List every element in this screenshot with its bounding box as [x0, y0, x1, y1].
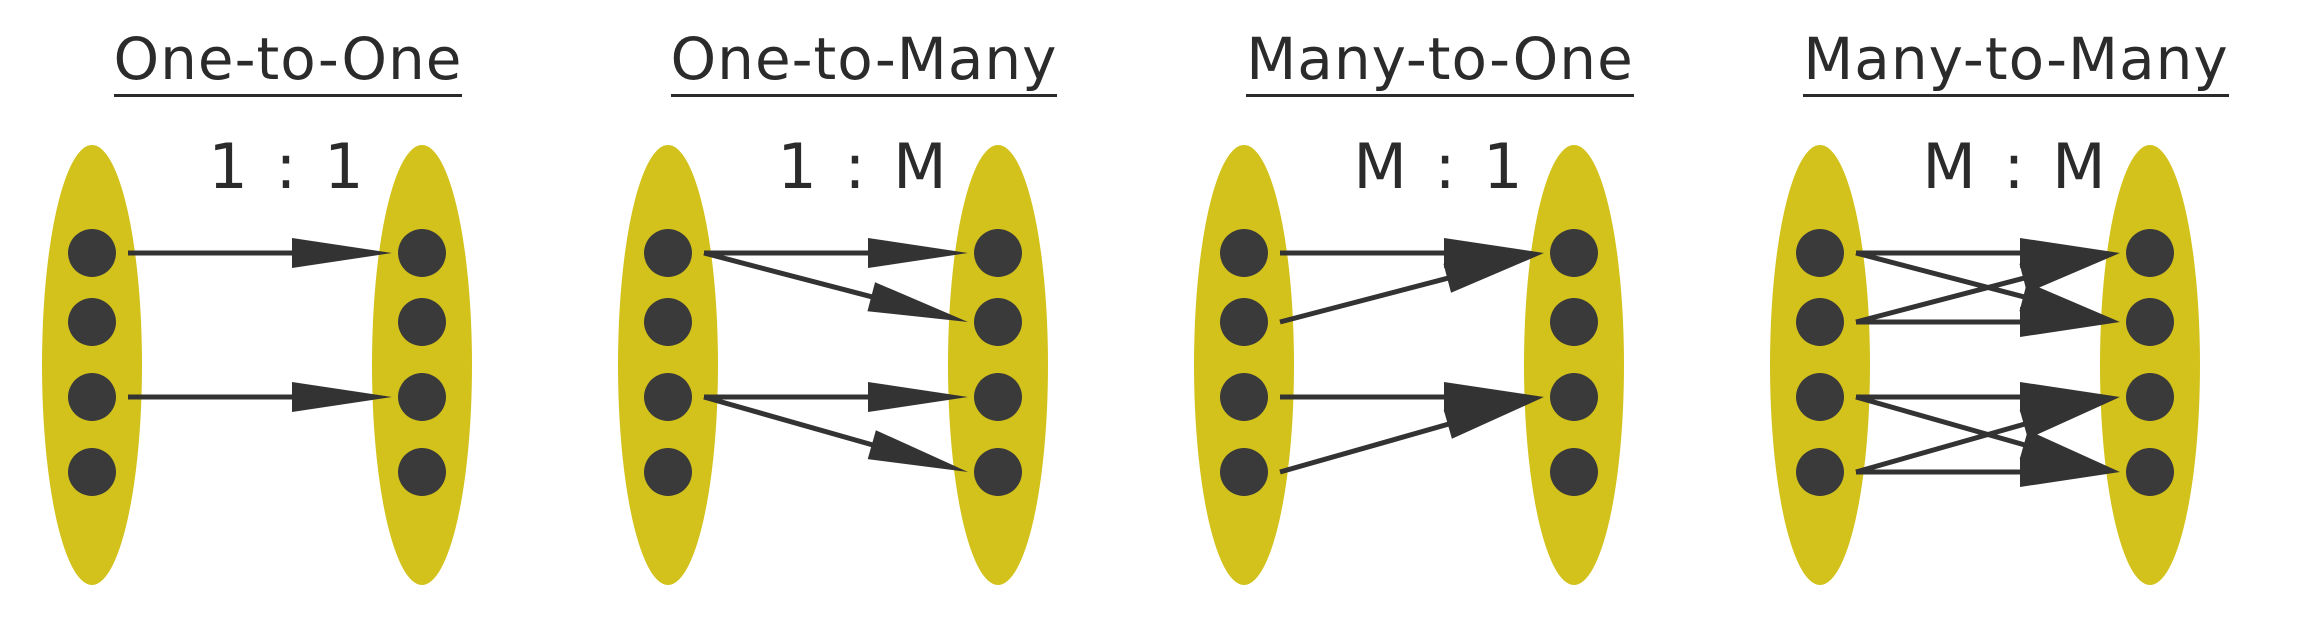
panel-one-to-one: One-to-One 1 : 1: [0, 0, 576, 625]
right-element-dot: [398, 229, 446, 277]
left-element-dot: [644, 298, 692, 346]
right-element-dot: [2126, 448, 2174, 496]
right-element-dot: [1550, 229, 1598, 277]
right-set-ellipse: [1524, 145, 1624, 585]
cardinality-label: 1 : M: [777, 130, 951, 203]
cardinality-label: M : M: [1922, 130, 2110, 203]
left-element-dot: [644, 229, 692, 277]
right-element-dot: [1550, 373, 1598, 421]
left-element-dot: [1220, 373, 1268, 421]
left-element-dot: [644, 373, 692, 421]
right-element-dot: [398, 448, 446, 496]
panel-many-to-one: Many-to-One M : 1: [1152, 0, 1728, 625]
mapping-arrow: [1856, 382, 2120, 412]
left-element-dot: [1796, 373, 1844, 421]
right-element-dot: [974, 448, 1022, 496]
mapping-arrow: [1855, 397, 2120, 475]
left-element-dot: [1796, 448, 1844, 496]
mapping-arrow: [703, 250, 968, 322]
panel-title: Many-to-One: [1152, 26, 1728, 97]
left-element-dot: [68, 229, 116, 277]
right-element-dot: [2126, 298, 2174, 346]
left-set-ellipse: [1194, 145, 1294, 585]
panel-one-to-many: One-to-Many 1 : M: [576, 0, 1152, 625]
cardinality-label: 1 : 1: [208, 130, 368, 203]
left-element-dot: [1220, 229, 1268, 277]
left-element-dot: [1220, 298, 1268, 346]
right-element-dot: [974, 229, 1022, 277]
right-set-ellipse: [2100, 145, 2200, 585]
mapping-arrow: [1279, 253, 1544, 325]
mapping-arrow: [703, 394, 968, 472]
mapping-arrow: [1856, 307, 2120, 337]
left-element-dot: [68, 448, 116, 496]
left-element-dot: [68, 298, 116, 346]
mapping-arrow: [128, 382, 392, 412]
left-set-ellipse: [618, 145, 718, 585]
mapping-diagram: [618, 145, 1048, 585]
left-element-dot: [1796, 229, 1844, 277]
right-element-dot: [974, 373, 1022, 421]
panel-many-to-many: Many-to-Many M : M: [1728, 0, 2304, 625]
right-element-dot: [1550, 298, 1598, 346]
mapping-arrow: [1280, 382, 1544, 412]
left-set-ellipse: [42, 145, 142, 585]
mapping-arrow: [1856, 457, 2120, 487]
mapping-arrow: [1279, 397, 1544, 475]
right-set-ellipse: [948, 145, 1048, 585]
panel-title: One-to-One: [0, 26, 576, 97]
mapping-diagram: [1194, 145, 1624, 585]
right-element-dot: [398, 298, 446, 346]
mapping-arrow: [128, 238, 392, 268]
right-element-dot: [2126, 229, 2174, 277]
mapping-arrow: [704, 238, 968, 268]
right-element-dot: [974, 298, 1022, 346]
right-set-ellipse: [372, 145, 472, 585]
right-element-dot: [1550, 448, 1598, 496]
left-element-dot: [1796, 298, 1844, 346]
mapping-arrow: [1280, 238, 1544, 268]
cardinality-label: M : 1: [1353, 130, 1527, 203]
left-set-ellipse: [1770, 145, 1870, 585]
right-element-dot: [2126, 373, 2174, 421]
panel-title: One-to-Many: [576, 26, 1152, 97]
left-element-dot: [68, 373, 116, 421]
left-element-dot: [1220, 448, 1268, 496]
mapping-diagram: [42, 145, 472, 585]
right-element-dot: [398, 373, 446, 421]
mapping-diagram: [1770, 145, 2200, 585]
mapping-arrow: [1855, 253, 2120, 325]
mapping-arrow: [1856, 238, 2120, 268]
panel-title: Many-to-Many: [1728, 26, 2304, 97]
mapping-arrow: [704, 382, 968, 412]
left-element-dot: [644, 448, 692, 496]
